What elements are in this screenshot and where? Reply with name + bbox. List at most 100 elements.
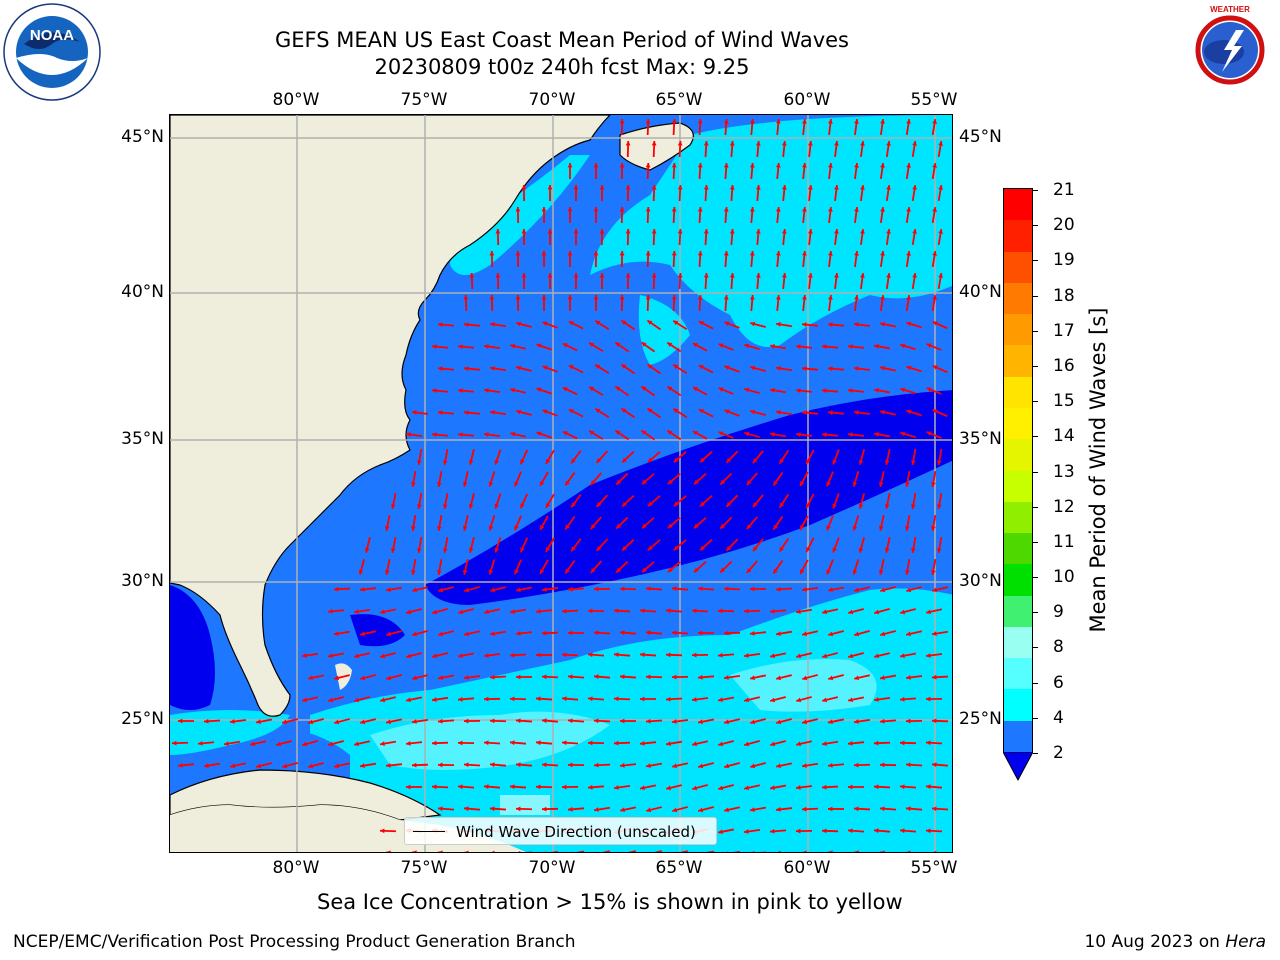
wind-wave-arrow (535, 784, 553, 790)
wind-wave-arrow (625, 272, 631, 290)
wind-wave-arrow (723, 674, 741, 680)
wind-wave-arrow (621, 450, 635, 464)
wind-wave-arrow (483, 784, 501, 790)
wind-wave-arrow (854, 162, 859, 180)
wind-wave-arrow (821, 432, 839, 438)
wind-wave-arrow (673, 451, 687, 463)
wind-wave-arrow (905, 206, 911, 224)
wind-wave-arrow (665, 740, 683, 746)
wind-wave-arrow (847, 784, 865, 790)
wind-wave-arrow (561, 740, 579, 746)
wind-wave-arrow (587, 740, 605, 746)
wind-wave-arrow (595, 494, 609, 508)
wind-wave-arrow (353, 740, 371, 747)
wind-wave-arrow (494, 493, 502, 509)
wind-wave-arrow (932, 320, 948, 330)
lat-label-left: 35°N (121, 429, 164, 449)
lat-label-left: 45°N (121, 127, 164, 147)
wind-wave-arrow (588, 386, 604, 396)
wind-wave-arrow (743, 828, 761, 834)
wind-wave-arrow (619, 118, 625, 136)
wind-wave-arrow (671, 586, 689, 592)
wind-wave-arrow (489, 630, 507, 636)
wind-wave-arrow (899, 828, 917, 834)
wind-wave-arrow (746, 560, 758, 574)
wind-wave-arrow (828, 250, 833, 268)
wind-wave-arrow (354, 696, 370, 703)
wind-wave-arrow (541, 294, 547, 312)
colorbar-tick-mark (1033, 647, 1038, 649)
wind-wave-arrow (770, 740, 786, 747)
colorbar-segment (1004, 501, 1032, 534)
wind-wave-arrow (567, 718, 585, 724)
wind-wave-arrow (749, 206, 755, 224)
wind-wave-arrow (828, 294, 833, 312)
wind-wave-arrow (489, 322, 507, 328)
colorbar-segment (1004, 470, 1032, 503)
wind-wave-arrow (177, 718, 195, 724)
wind-wave-arrow (781, 184, 787, 202)
wind-wave-arrow (328, 696, 344, 703)
land-nova-scotia (619, 122, 694, 171)
wind-wave-arrow (725, 450, 739, 464)
wind-wave-arrow (744, 431, 760, 439)
wind-wave-arrow (379, 608, 397, 615)
wind-wave-arrow (509, 608, 527, 614)
light-period-region (730, 659, 877, 712)
wind-wave-arrow (884, 492, 891, 510)
wind-wave-arrow (464, 586, 480, 593)
wind-wave-arrow (651, 184, 657, 202)
wind-wave-arrow (359, 630, 377, 637)
wind-wave-arrow (873, 431, 891, 438)
wind-wave-arrow (724, 321, 740, 329)
wind-wave-arrow (879, 365, 897, 372)
wind-wave-arrow (671, 674, 689, 680)
wind-wave-arrow (411, 410, 429, 415)
wind-wave-arrow (515, 718, 533, 724)
wind-wave-arrow (255, 718, 273, 725)
wind-wave-arrow (905, 762, 923, 768)
wind-wave-arrow (613, 740, 631, 746)
wind-wave-arrow (925, 608, 943, 615)
wind-wave-arrow (826, 559, 834, 575)
colorbar-tick-label: 15 (1053, 391, 1075, 412)
wind-wave-arrow (723, 118, 729, 136)
wind-wave-arrow (587, 784, 605, 790)
lon-label-top: 65°W (655, 90, 703, 110)
wind-wave-arrow (639, 608, 657, 614)
wind-wave-arrow (805, 537, 815, 553)
wind-wave-arrow (641, 561, 655, 573)
wind-wave-arrow (463, 806, 481, 812)
wind-wave-arrow (723, 162, 729, 180)
wind-wave-arrow (729, 272, 735, 290)
colorbar-tick-label: 6 (1053, 672, 1064, 693)
wind-wave-arrow (802, 118, 807, 136)
wind-wave-arrow (495, 228, 501, 246)
wind-wave-arrow (521, 272, 527, 290)
wind-wave-arrow (860, 228, 865, 246)
wind-wave-arrow (645, 762, 663, 768)
wind-wave-arrow (775, 206, 781, 224)
wind-wave-arrow (442, 492, 449, 510)
wind-wave-arrow (599, 272, 605, 290)
wind-wave-arrow (390, 492, 397, 510)
wind-wave-arrow (911, 536, 917, 554)
wind-wave-arrow (489, 674, 507, 680)
lat-label-right: 40°N (959, 282, 1002, 302)
wind-wave-arrow (359, 762, 377, 768)
wind-wave-arrow (411, 514, 417, 532)
wind-wave-arrow (723, 586, 741, 592)
wind-wave-arrow (667, 561, 681, 573)
wind-wave-arrow (379, 740, 397, 746)
wind-wave-arrow (854, 674, 870, 681)
wind-wave-arrow (931, 250, 937, 268)
wind-wave-arrow (936, 536, 943, 554)
wind-wave-arrow (417, 536, 423, 554)
map-canvas (170, 115, 952, 852)
wind-wave-arrow (515, 762, 533, 768)
wind-wave-arrow (699, 495, 713, 507)
wind-wave-arrow (805, 493, 815, 509)
wind-wave-arrow (749, 162, 755, 180)
wind-wave-arrow (640, 341, 656, 353)
wind-wave-arrow (749, 586, 767, 592)
